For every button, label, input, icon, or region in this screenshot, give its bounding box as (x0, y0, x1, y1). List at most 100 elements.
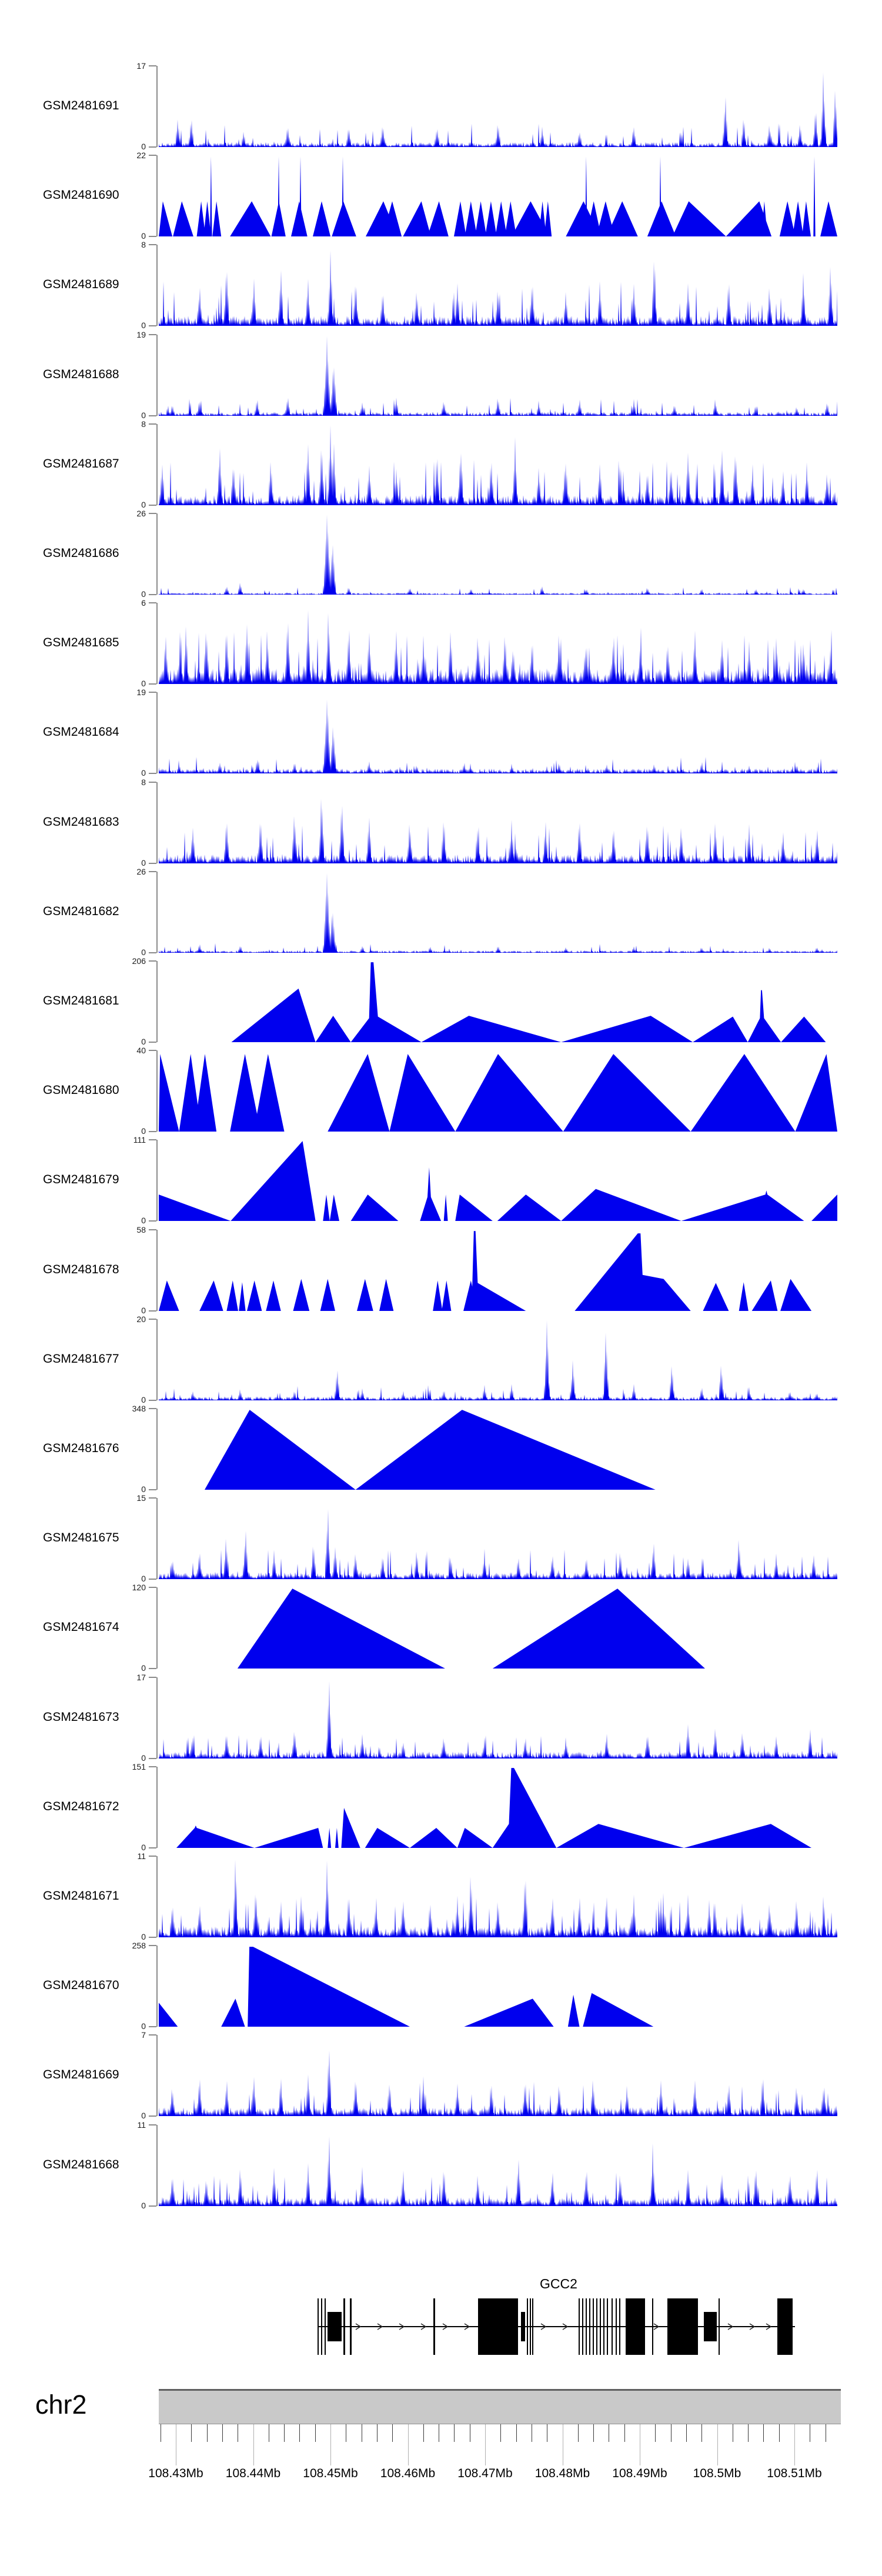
axis-tick (284, 2424, 285, 2442)
axis-tick (191, 2424, 192, 2442)
track-label: GSM2481671 (43, 1889, 119, 1903)
track-y-axis (156, 1946, 158, 2027)
signal-area (159, 1054, 837, 1132)
transcription-arrow-icon (442, 2323, 449, 2330)
track-label: GSM2481680 (43, 1083, 119, 1097)
track-ymax-label: 8 (141, 419, 146, 429)
axis-tick (516, 2424, 517, 2442)
exon (589, 2298, 590, 2355)
track-label: GSM2481675 (43, 1531, 119, 1545)
track-label: GSM2481676 (43, 1442, 119, 1455)
track-signal (237, 1589, 705, 1669)
exon (612, 2298, 613, 2355)
track-signal (159, 1947, 654, 2027)
track-signal (159, 2135, 837, 2206)
exon (777, 2298, 793, 2355)
track-signal (159, 251, 837, 326)
signal-area (159, 2050, 837, 2117)
track-y-axis (156, 423, 158, 505)
exon (325, 2298, 326, 2355)
track-y-axis-top-tick (149, 602, 156, 604)
track-y-axis (156, 513, 158, 595)
exon (321, 2298, 322, 2355)
track-signal (159, 2050, 837, 2117)
signal-area (159, 335, 837, 416)
axis-tick-label: 108.44Mb (225, 2467, 281, 2480)
track-label: GSM2481681 (43, 994, 119, 1007)
transcription-arrow-icon (562, 2323, 569, 2330)
track-ymax-label: 11 (137, 2120, 146, 2130)
track-label: GSM2481685 (43, 636, 119, 650)
exon (704, 2312, 717, 2341)
track-y-axis-top-tick (149, 513, 156, 514)
chromosome-label: chr2 (35, 2390, 87, 2420)
track-y-axis-top-tick (149, 1408, 156, 1409)
track-y-axis (156, 334, 158, 416)
axis-tick-label: 108.43Mb (148, 2467, 203, 2480)
track-y-axis (156, 1319, 158, 1400)
exon (579, 2298, 580, 2355)
track-label: GSM2481683 (43, 815, 119, 829)
track-label: GSM2481688 (43, 367, 119, 381)
axis-tick-stem (407, 2424, 409, 2465)
exon (532, 2298, 533, 2355)
track-label: GSM2481691 (43, 99, 119, 112)
track-ymin-label: 0 (141, 2200, 146, 2210)
axis-tick (701, 2424, 703, 2442)
exon (582, 2298, 583, 2355)
track-ymin-label: 0 (141, 1037, 146, 1046)
track-label: GSM2481687 (43, 456, 119, 471)
axis-tick (779, 2424, 780, 2442)
exon (586, 2298, 587, 2355)
signal-area (159, 1230, 812, 1311)
track-y-axis-bottom-tick (149, 325, 156, 327)
track-y-axis-bottom-tick (149, 1042, 156, 1043)
track-y-axis (156, 603, 158, 685)
axis-tick-stem (717, 2424, 718, 2465)
track-signal (159, 872, 837, 953)
signal-area (159, 1509, 837, 1580)
track-y-axis-bottom-tick (149, 1131, 156, 1133)
exon (318, 2298, 319, 2355)
axis-tick (577, 2424, 579, 2442)
track-ymin-label: 0 (141, 231, 146, 241)
axis-tick (206, 2424, 208, 2442)
track-signal (159, 699, 837, 774)
track-label: GSM2481678 (43, 1262, 119, 1276)
track-y-axis-bottom-tick (149, 1847, 156, 1848)
track-y-axis-top-tick (149, 2124, 156, 2125)
track-ymin-label: 0 (141, 1842, 146, 1852)
axis-tick-stem (330, 2424, 331, 2465)
track-ymax-label: 26 (136, 866, 146, 876)
transcription-arrow-icon (355, 2323, 362, 2330)
track-label: GSM2481674 (43, 1620, 119, 1634)
track-signal (231, 962, 826, 1042)
track-ymin-label: 0 (141, 410, 146, 420)
axis-tick (222, 2424, 223, 2442)
track-y-axis-bottom-tick (149, 1668, 156, 1670)
track-y-axis-bottom-tick (149, 1489, 156, 1490)
track-signal (159, 610, 837, 685)
transcription-arrow-icon (464, 2323, 470, 2330)
exon (478, 2298, 518, 2355)
track-ymin-label: 0 (141, 1126, 146, 1136)
track-y-axis-bottom-tick (149, 773, 156, 775)
axis-tick (315, 2424, 316, 2442)
exon (616, 2298, 617, 2355)
track-y-axis-top-tick (149, 423, 156, 425)
track-label: GSM2481673 (43, 1710, 119, 1724)
track-ymin-label: 0 (141, 857, 146, 867)
track-signal (159, 425, 837, 505)
track-y-axis-bottom-tick (149, 1399, 156, 1401)
track-signal (159, 1230, 812, 1311)
track-y-axis (156, 66, 158, 147)
track-ymin-label: 0 (141, 1484, 146, 1494)
exon (350, 2298, 352, 2355)
gene-model (318, 2298, 795, 2355)
track-ymin-label: 0 (141, 1305, 146, 1315)
track-ymin-label: 0 (141, 321, 146, 331)
track-ymax-label: 40 (136, 1046, 146, 1056)
track-y-axis-top-tick (149, 1587, 156, 1589)
track-y-axis-top-tick (149, 870, 156, 872)
track-y-axis-top-tick (149, 1497, 156, 1499)
